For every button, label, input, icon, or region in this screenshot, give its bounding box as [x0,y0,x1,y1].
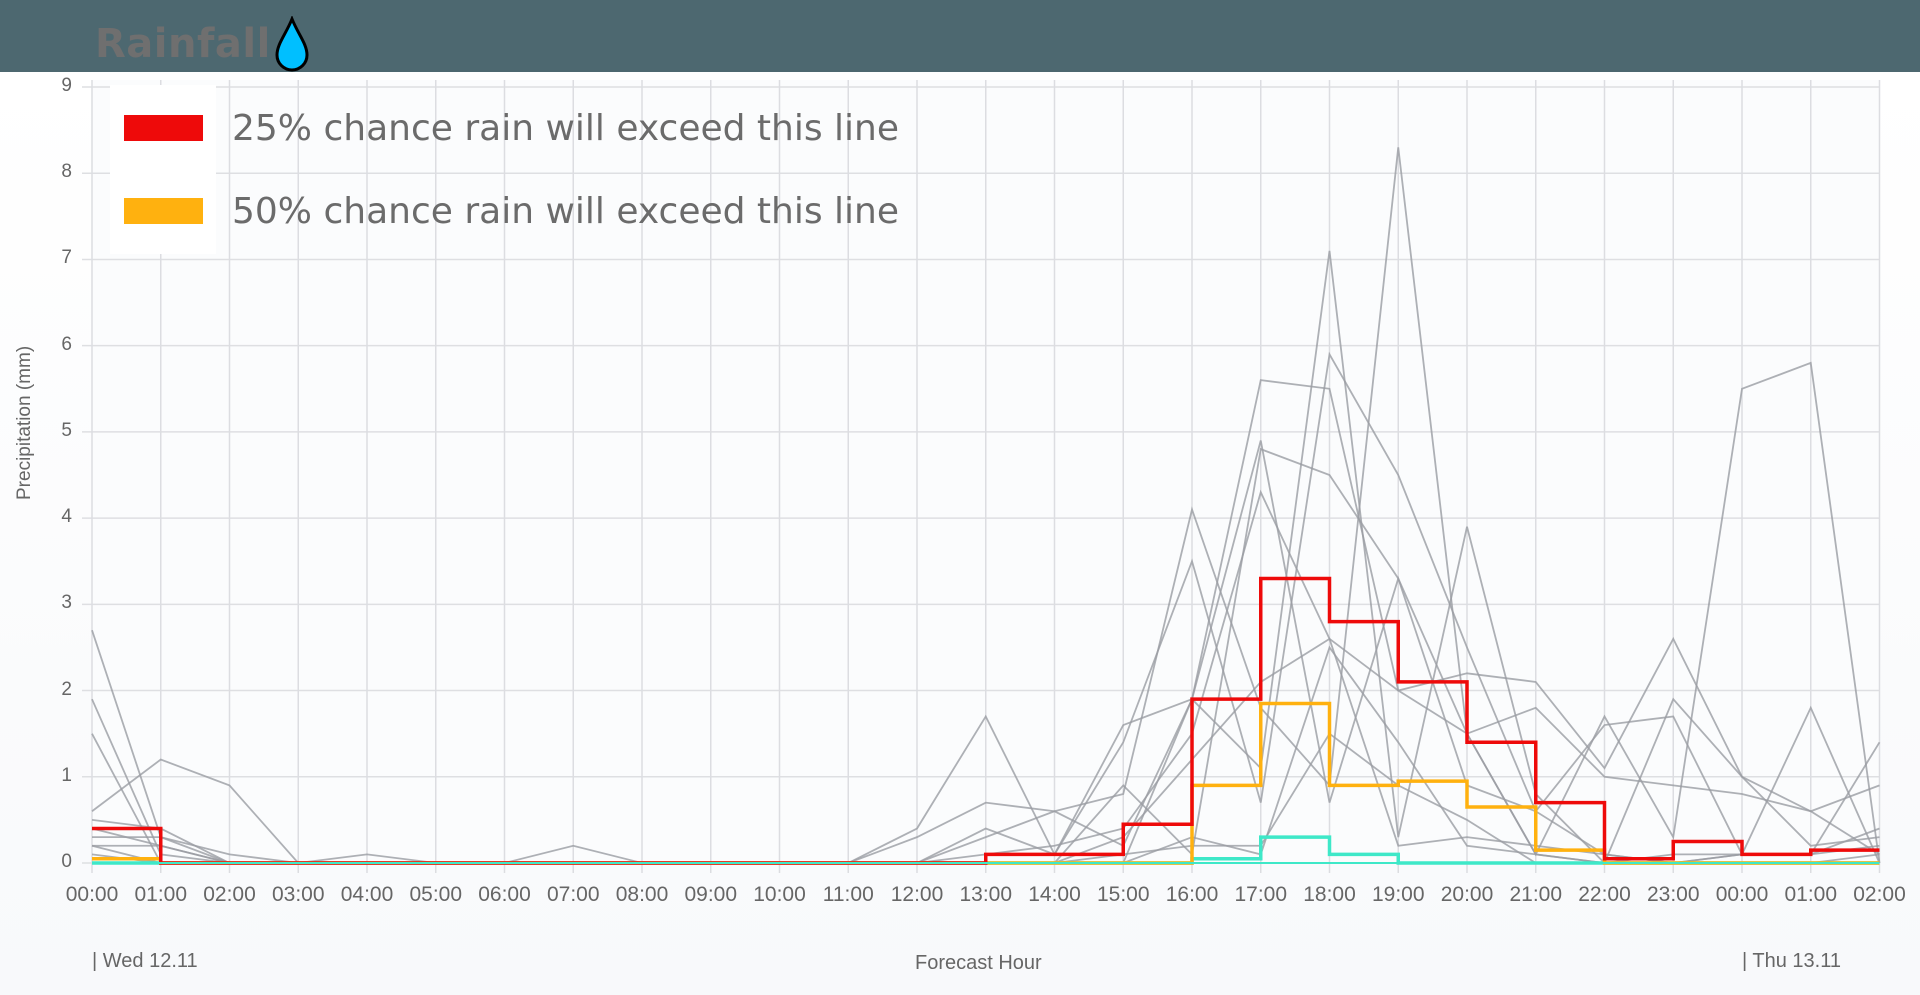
water-drop-icon [275,16,309,72]
x-tick-label: 14:00 [1028,883,1081,906]
y-tick-label: 3 [61,592,72,614]
page-title: Rainfall [95,21,271,67]
legend-swatch-red [123,115,203,141]
y-axis-title: Precipitation (mm) [14,345,35,500]
x-axis-title: Forecast Hour [915,952,1042,974]
y-tick-label: 8 [61,161,72,183]
header-bar: Rainfall [0,0,1920,72]
y-tick-label: 7 [61,247,72,269]
x-tick-label: 13:00 [959,883,1013,906]
y-tick-label: 6 [61,333,72,355]
x-tick-label: 05:00 [409,883,463,906]
x-tick-label: 19:00 [1371,883,1425,906]
y-tick-label: 2 [61,678,72,700]
x-tick-label: 20:00 [1440,883,1494,906]
legend-label: 50% chance rain will exceed this line [232,190,900,232]
x-tick-label: 12:00 [890,883,944,906]
x-tick-label: 15:00 [1096,883,1150,906]
legend-item-25pct[interactable]: 25% chance rain will exceed this line [110,85,899,171]
x-tick-label: 00:00 [1715,883,1769,906]
legend-swatch-orange [123,198,203,224]
x-tick-label: 04:00 [340,883,394,906]
y-tick-label: 4 [61,506,72,528]
x-tick-label: 07:00 [546,883,600,906]
x-tick-label: 23:00 [1646,883,1700,906]
y-tick-label: 5 [61,419,72,441]
x-tick-label: 22:00 [1578,883,1631,906]
x-tick-label: 09:00 [684,883,738,906]
y-tick-label: 1 [61,764,72,786]
legend-label: 25% chance rain will exceed this line [232,107,900,149]
x-tick-label: 17:00 [1234,883,1288,906]
y-tick-label: 9 [61,75,72,96]
x-tick-label: 03:00 [271,883,325,906]
date-label-start: | Wed 12.11 [92,950,198,972]
x-tick-label: 01:00 [1784,883,1838,906]
x-tick-label: 10:00 [753,883,806,906]
x-tick-label: 16:00 [1165,883,1219,906]
x-tick-label: 02:00 [1853,883,1906,906]
x-tick-label: 02:00 [203,883,256,906]
x-tick-label: 06:00 [478,883,531,906]
x-tick-label: 00:00 [65,883,119,906]
x-tick-label: 08:00 [615,883,669,906]
x-tick-label: 18:00 [1303,883,1356,906]
y-tick-label: 0 [61,851,72,872]
date-label-end: | Thu 13.11 [1742,950,1841,972]
x-tick-label: 11:00 [822,883,874,906]
x-tick-label: 01:00 [134,883,188,906]
legend-item-50pct[interactable]: 50% chance rain will exceed this line [110,168,899,254]
x-tick-label: 21:00 [1509,883,1563,906]
